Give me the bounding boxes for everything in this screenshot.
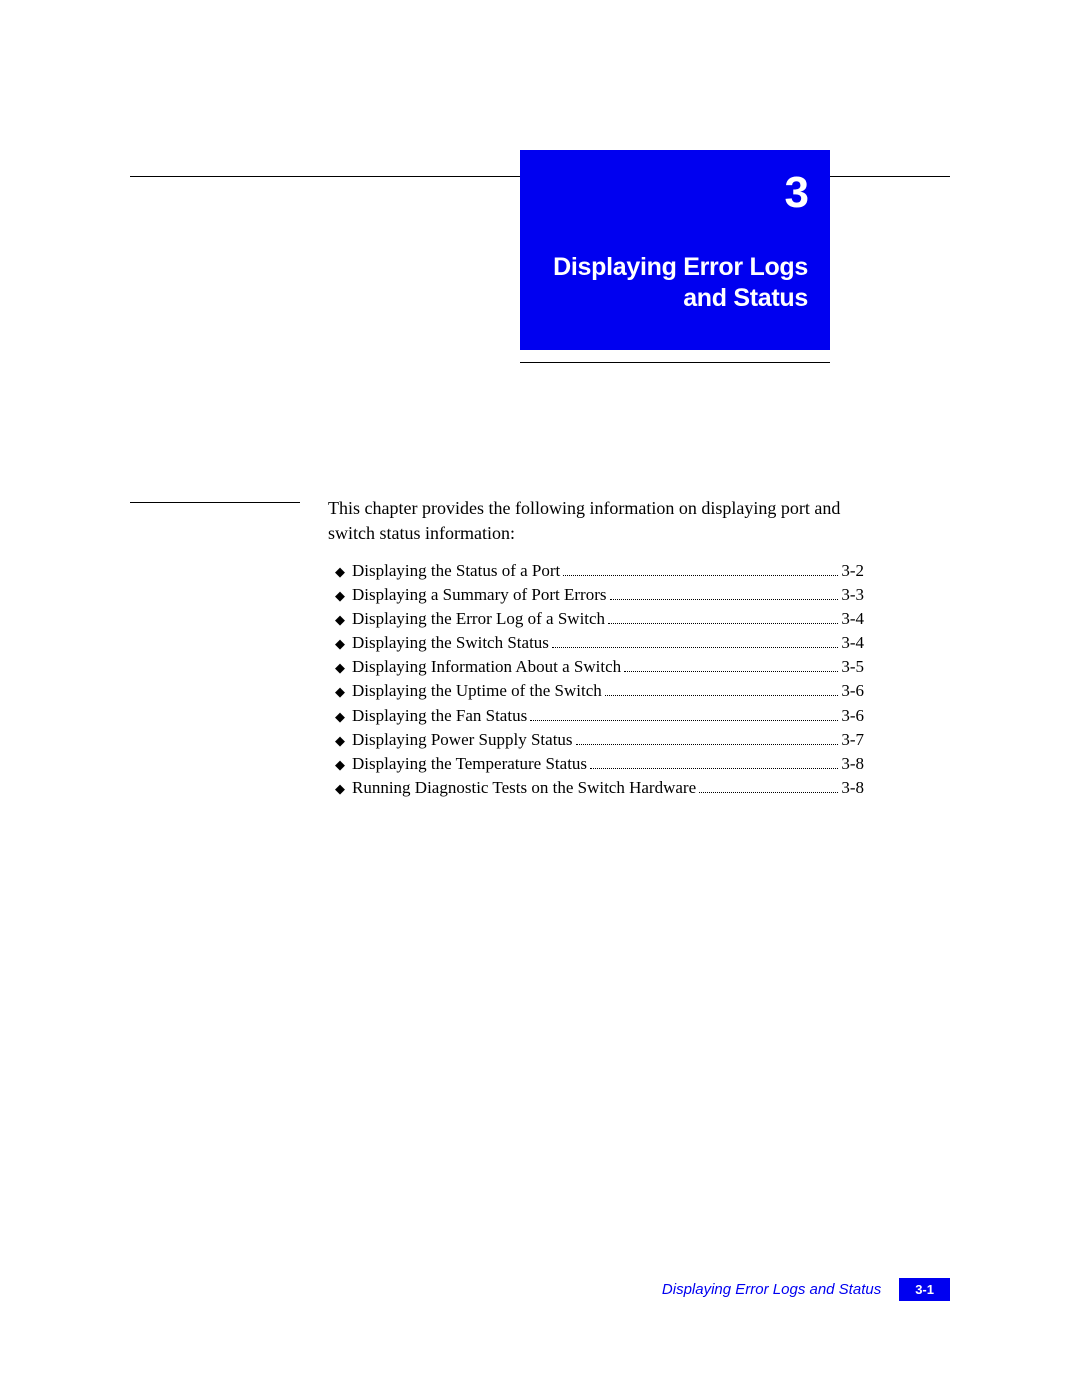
diamond-bullet-icon: ◆ xyxy=(328,588,352,605)
toc-entry-title: Displaying Information About a Switch xyxy=(352,656,621,678)
toc-entry-title: Displaying the Temperature Status xyxy=(352,753,587,775)
chapter-title-line1: Displaying Error Logs xyxy=(553,253,808,281)
toc-entry: ◆ Displaying the Uptime of the Switch 3-… xyxy=(328,680,864,702)
toc-entry-page: 3-4 xyxy=(841,632,864,654)
toc-entry-page: 3-3 xyxy=(841,584,864,606)
toc-entry-title: Displaying the Uptime of the Switch xyxy=(352,680,602,702)
toc-entry-page: 3-6 xyxy=(841,680,864,702)
toc-entry: ◆ Displaying a Summary of Port Errors 3-… xyxy=(328,584,864,606)
diamond-bullet-icon: ◆ xyxy=(328,733,352,750)
toc-entry-title: Running Diagnostic Tests on the Switch H… xyxy=(352,777,696,799)
toc-leader-dots xyxy=(608,623,838,624)
toc-entry-title: Displaying Power Supply Status xyxy=(352,729,573,751)
diamond-bullet-icon: ◆ xyxy=(328,781,352,798)
sub-horizontal-rule xyxy=(520,362,830,363)
toc-entry: ◆ Displaying Power Supply Status 3-7 xyxy=(328,729,864,751)
toc-leader-dots xyxy=(610,599,839,600)
toc-leader-dots xyxy=(563,575,838,576)
toc-entry: ◆ Displaying the Status of a Port 3-2 xyxy=(328,560,864,582)
toc-entry-title: Displaying the Switch Status xyxy=(352,632,549,654)
toc-entry-title: Displaying a Summary of Port Errors xyxy=(352,584,607,606)
toc-entry-page: 3-4 xyxy=(841,608,864,630)
footer-chapter-title: Displaying Error Logs and Status xyxy=(662,1281,881,1298)
chapter-number: 3 xyxy=(542,168,808,218)
document-page: 3 Displaying Error Logs and Status This … xyxy=(0,0,1080,1397)
diamond-bullet-icon: ◆ xyxy=(328,684,352,701)
toc-entry-title: Displaying the Fan Status xyxy=(352,705,527,727)
footer-page-badge: 3-1 xyxy=(899,1278,950,1301)
toc-leader-dots xyxy=(590,768,838,769)
toc-leader-dots xyxy=(699,792,838,793)
toc-leader-dots xyxy=(576,744,839,745)
intro-left-rule xyxy=(130,502,300,503)
toc-entry: ◆ Displaying the Temperature Status 3-8 xyxy=(328,753,864,775)
diamond-bullet-icon: ◆ xyxy=(328,612,352,629)
toc-entry-title: Displaying the Status of a Port xyxy=(352,560,560,582)
toc-entry-page: 3-8 xyxy=(841,753,864,775)
chapter-intro-text: This chapter provides the following info… xyxy=(328,496,864,546)
toc-leader-dots xyxy=(605,695,839,696)
toc-leader-dots xyxy=(552,647,838,648)
diamond-bullet-icon: ◆ xyxy=(328,564,352,581)
diamond-bullet-icon: ◆ xyxy=(328,709,352,726)
chapter-title-line2: and Status xyxy=(683,284,808,312)
toc-entry-page: 3-6 xyxy=(841,705,864,727)
diamond-bullet-icon: ◆ xyxy=(328,757,352,774)
table-of-contents: ◆ Displaying the Status of a Port 3-2 ◆ … xyxy=(328,558,864,801)
page-footer: Displaying Error Logs and Status 3-1 xyxy=(662,1278,950,1301)
toc-entry-page: 3-8 xyxy=(841,777,864,799)
chapter-header-box: 3 Displaying Error Logs and Status xyxy=(520,150,830,350)
toc-leader-dots xyxy=(624,671,838,672)
toc-entry-page: 3-5 xyxy=(841,656,864,678)
toc-entry-page: 3-2 xyxy=(841,560,864,582)
toc-entry: ◆ Displaying the Fan Status 3-6 xyxy=(328,705,864,727)
chapter-title: Displaying Error Logs and Status xyxy=(542,252,808,315)
toc-leader-dots xyxy=(530,720,838,721)
toc-entry: ◆ Displaying the Error Log of a Switch 3… xyxy=(328,608,864,630)
toc-entry-title: Displaying the Error Log of a Switch xyxy=(352,608,605,630)
toc-entry: ◆ Displaying the Switch Status 3-4 xyxy=(328,632,864,654)
toc-entry-page: 3-7 xyxy=(841,729,864,751)
toc-entry: ◆ Running Diagnostic Tests on the Switch… xyxy=(328,777,864,799)
toc-entry: ◆ Displaying Information About a Switch … xyxy=(328,656,864,678)
diamond-bullet-icon: ◆ xyxy=(328,636,352,653)
diamond-bullet-icon: ◆ xyxy=(328,660,352,677)
